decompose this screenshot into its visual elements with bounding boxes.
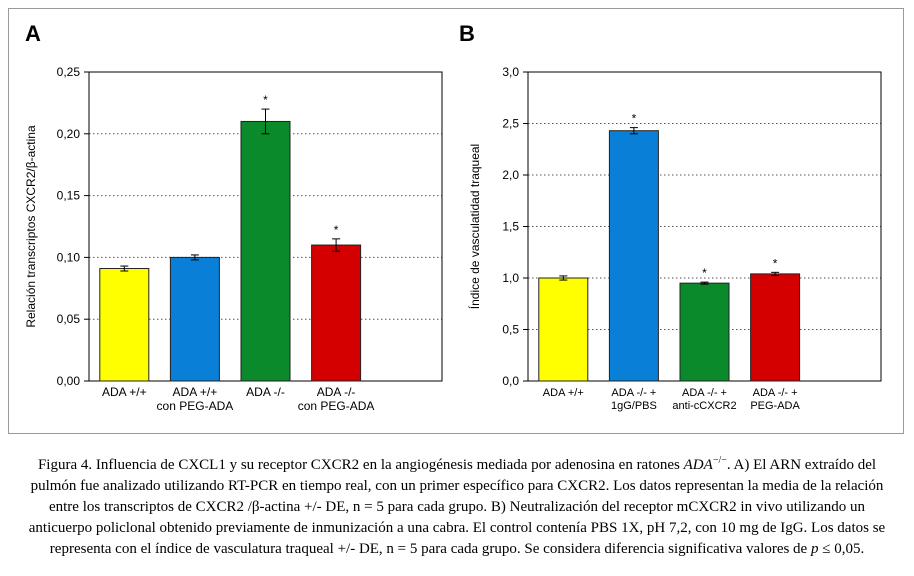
chart-a: 0,00 0,05 0,10 0,15 0,20 0,25 Relación transcr… xyxy=(24,65,443,413)
caption-rest: . A) El ARN extraído del pulmón fue anal… xyxy=(28,457,886,557)
chart-b-ylabel: Índice de vasculatidad traqueal xyxy=(467,144,482,309)
caption-threshold: ≤ 0,05. xyxy=(818,541,865,557)
chart-b-ytick-label: 0,5 xyxy=(502,323,519,337)
caption-genotype: ADA xyxy=(683,457,713,473)
figure-caption: Figura 4. Influencia de CXCL1 y su recep… xyxy=(20,450,894,560)
chart-b-significance-4: * xyxy=(773,256,778,270)
chart-b-category-label-3: ADA -/- + xyxy=(682,387,727,399)
chart-a-significance-3: * xyxy=(263,93,268,107)
chart-a-category-label-3: ADA -/- xyxy=(246,385,285,399)
chart-a-category-sublabel-4: con PEG-ADA xyxy=(298,399,375,413)
chart-b-ytick-label: 2,5 xyxy=(502,117,519,131)
chart-b-category-label-2: ADA -/- + xyxy=(611,387,656,399)
chart-a-bar-4 xyxy=(311,244,362,382)
caption-genotype-sup: −/− xyxy=(712,455,727,466)
chart-b-category-sublabel-3: anti-cCXCR2 xyxy=(672,400,736,412)
chart-b-significance-3: * xyxy=(702,266,707,280)
chart-b-ytick-label: 1,5 xyxy=(502,220,519,234)
chart-a-category-sublabel-2: con PEG-ADA xyxy=(157,399,234,413)
chart-a-ylabel: Relación transcriptos CXCR2/β-actina xyxy=(24,125,38,328)
figure-frame: A 0,00 0,05 0,10 0,15 0,20 0,25 Relación trans… xyxy=(8,8,904,434)
chart-a-bar-2 xyxy=(169,256,220,382)
chart-b-ytick-label: 3,0 xyxy=(502,65,519,79)
chart-a-ytick-label: 0,15 xyxy=(57,189,81,203)
chart-a-ytick-label: 0,05 xyxy=(57,312,81,326)
panel-b: B 0,0 0,5 1,0 1,5 2,0 2,5 3,0 Índice de vascula… xyxy=(459,21,895,429)
chart-b-significance-2: * xyxy=(632,112,637,126)
chart-a-significance-4: * xyxy=(334,223,339,237)
chart-a-bar-1 xyxy=(99,268,150,382)
chart-a-ytick-label: 0,00 xyxy=(57,374,81,388)
chart-b-ytick-label: 0,0 xyxy=(502,374,519,388)
chart-b-bar-2 xyxy=(608,130,659,382)
chart-b-category-label-4: ADA -/- + xyxy=(753,387,798,399)
panel-a: A 0,00 0,05 0,10 0,15 0,20 0,25 Relación trans… xyxy=(21,21,451,429)
chart-b-category-sublabel-2: 1gG/PBS xyxy=(611,400,657,412)
chart-a-bar-3 xyxy=(240,120,291,382)
chart-a-category-label-4: ADA -/- xyxy=(317,385,356,399)
chart-b-ytick-label: 2,0 xyxy=(502,168,519,182)
chart-a-ytick-label: 0,20 xyxy=(57,127,81,141)
chart-a-category-label-2: ADA +/+ xyxy=(173,385,218,399)
chart-b-bar-4 xyxy=(750,273,801,382)
chart-b-ytick-label: 1,0 xyxy=(502,271,519,285)
panel-b-letter: B xyxy=(459,21,475,46)
chart-a-ytick-label: 0,10 xyxy=(57,250,81,264)
chart-a-ytick-label: 0,25 xyxy=(57,65,81,79)
chart-b-category-sublabel-4: PEG-ADA xyxy=(750,400,800,412)
caption-prefix: Figura 4. Influencia de CXCL1 y su recep… xyxy=(37,457,684,473)
panel-a-letter: A xyxy=(25,21,41,46)
chart-a-category-label-1: ADA +/+ xyxy=(102,385,147,399)
chart-b-bar-3 xyxy=(679,282,730,382)
chart-b: 0,0 0,5 1,0 1,5 2,0 2,5 3,0 Índice de vasculati… xyxy=(467,65,882,412)
chart-b-category-label-1: ADA +/+ xyxy=(543,387,584,399)
caption-p-symbol: p xyxy=(810,541,819,557)
chart-b-bar-1 xyxy=(538,277,589,382)
